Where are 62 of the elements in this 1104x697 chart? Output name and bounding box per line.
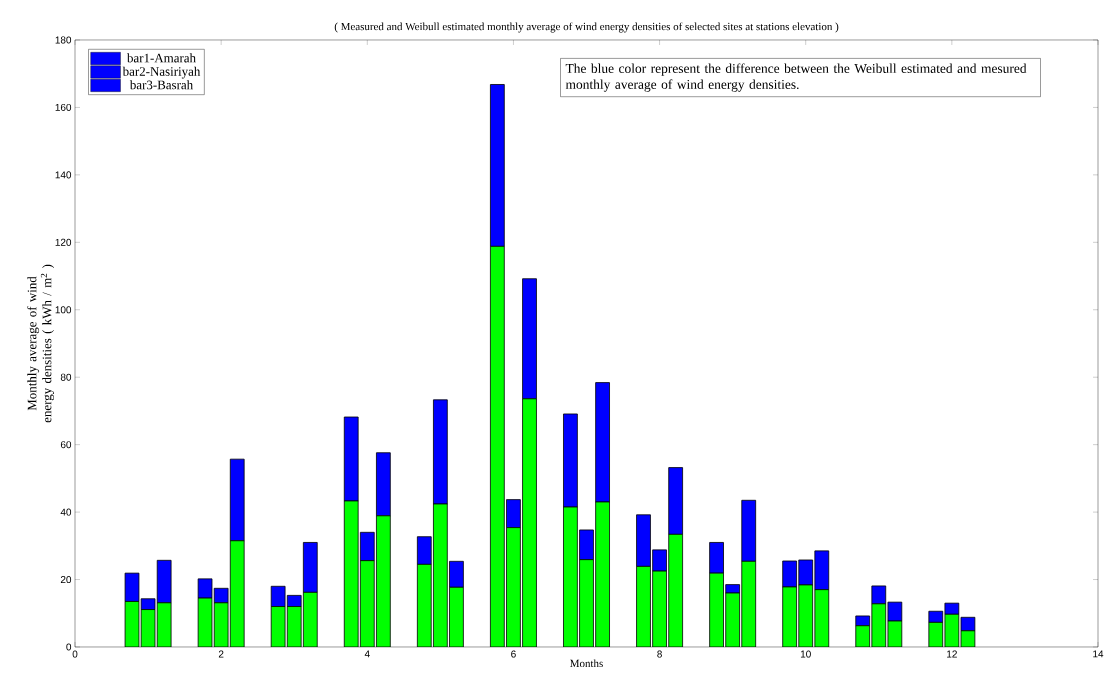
bar <box>416 536 432 565</box>
y-tick-label: 160 <box>55 103 72 111</box>
bar <box>302 591 318 647</box>
bar <box>359 560 375 647</box>
y-tick-label: 100 <box>55 306 72 314</box>
bar <box>579 559 594 647</box>
bar <box>709 542 724 574</box>
bar <box>725 592 740 647</box>
bar <box>741 499 757 562</box>
chart-title: ( Measured and Weibull estimated monthly average of wind energy densities of selected sites at stations elevation ) <box>334 22 839 33</box>
bar <box>449 586 464 647</box>
bar <box>668 467 683 535</box>
legend-label: bar3-Basrah <box>129 80 193 90</box>
annotation: The blue color represent the difference between the Weibull estimated and mesured monthly average of wind energy densities. <box>565 63 1027 92</box>
x-tick-label: 2 <box>218 650 224 658</box>
bar <box>595 501 610 647</box>
bar <box>563 506 578 647</box>
x-tick-label: 0 <box>72 650 78 658</box>
x-tick-label: 6 <box>511 650 516 658</box>
bar <box>871 603 887 647</box>
bar <box>563 413 578 508</box>
bar <box>652 570 667 647</box>
x-axis-title: Months <box>570 659 603 668</box>
bar <box>490 245 505 647</box>
bar <box>709 572 724 647</box>
bar <box>579 529 594 561</box>
legend-label: bar1-Amarah <box>126 53 196 63</box>
x-tick-label: 14 <box>1093 650 1104 658</box>
bar <box>229 540 245 647</box>
y-axis-title: Monthly average of wind energy densities ( kWh / m$^{2}$ ) <box>27 264 55 423</box>
bar <box>855 615 871 627</box>
y-tick-label: 180 <box>55 36 72 44</box>
bar <box>343 416 359 502</box>
bar <box>798 584 814 647</box>
bar <box>782 586 797 647</box>
bar <box>302 542 318 593</box>
x-tick-label: 4 <box>364 650 370 658</box>
y-tick-label: 120 <box>55 238 72 246</box>
legend-label: bar2-Nasiriyah <box>122 66 201 79</box>
y-tick-label: 140 <box>55 171 72 179</box>
bar <box>343 500 359 647</box>
x-tick-label: 10 <box>800 650 811 658</box>
bar <box>376 452 391 517</box>
bar <box>359 531 375 562</box>
bar <box>506 527 521 647</box>
bar <box>229 458 245 542</box>
bar <box>416 563 432 647</box>
y-tick-label: 60 <box>60 441 72 449</box>
x-tick-label: 12 <box>947 650 957 658</box>
bar <box>741 560 757 647</box>
y-tick-label: 0 <box>66 643 72 651</box>
bar <box>636 565 651 647</box>
bar <box>522 398 537 647</box>
y-tick-label: 20 <box>60 576 72 584</box>
x-tick-label: 8 <box>657 650 662 658</box>
bar <box>286 606 302 647</box>
bar <box>376 515 391 647</box>
bar <box>433 503 448 647</box>
y-tick-label: 40 <box>60 508 72 516</box>
bar <box>668 533 683 647</box>
bar <box>449 560 464 588</box>
y-tick-label: 80 <box>60 373 72 381</box>
